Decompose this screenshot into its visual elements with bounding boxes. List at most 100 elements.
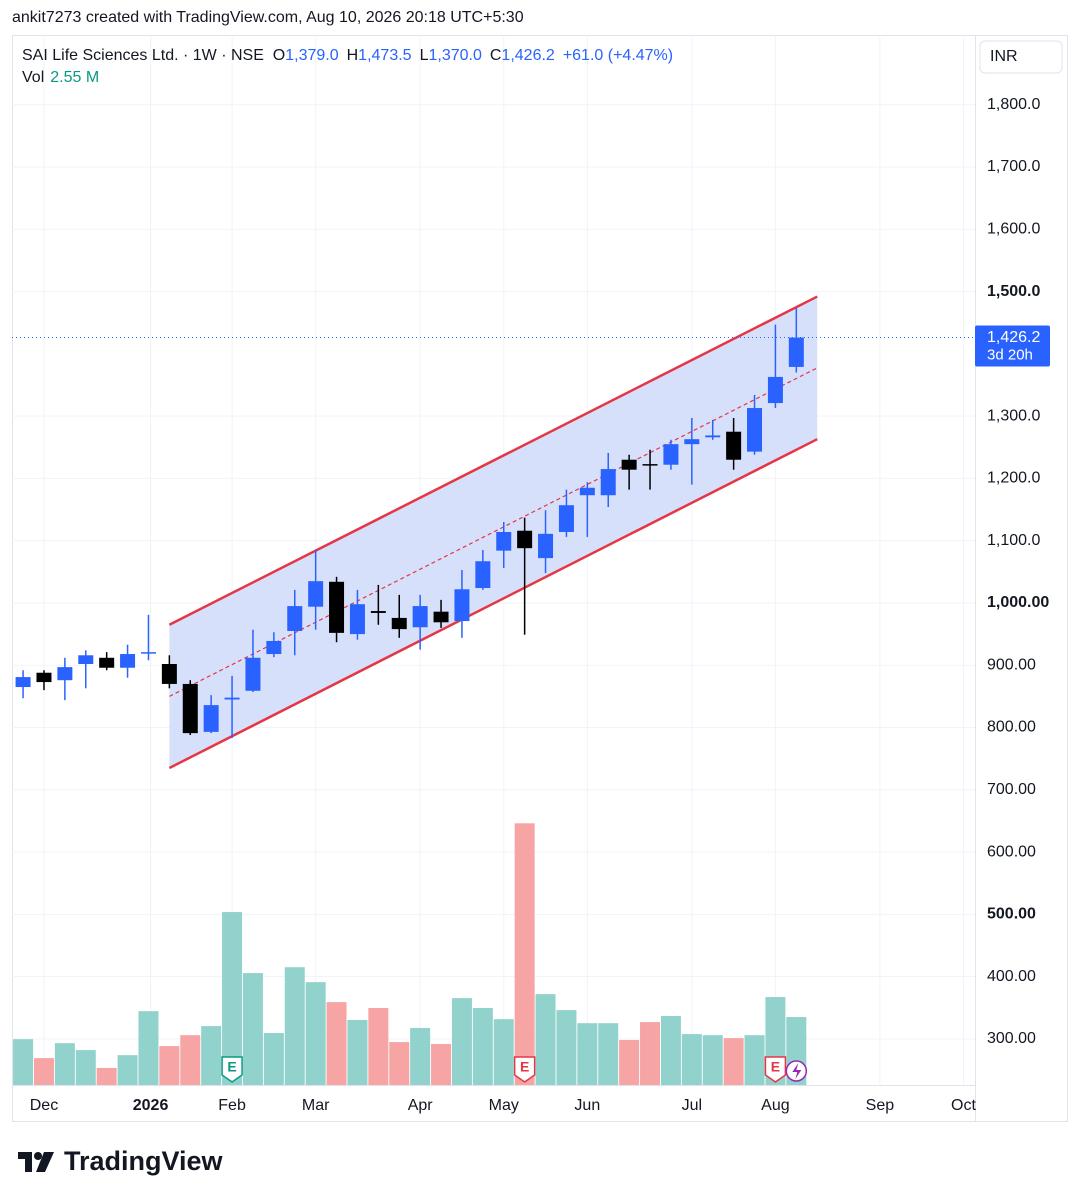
volume-bar — [451, 998, 472, 1085]
y-tick-label: 500.00 — [987, 906, 1036, 923]
y-tick-label: 1,800.0 — [987, 96, 1040, 113]
currency-box[interactable] — [979, 40, 1063, 74]
x-tick-label: Oct — [951, 1097, 976, 1114]
volume-bar — [326, 1002, 347, 1085]
candle-body — [621, 459, 637, 470]
event-label: E — [520, 1059, 529, 1075]
legend-value: 1,370.0 — [428, 47, 482, 64]
event-marker — [513, 1056, 536, 1083]
legend-key: H — [346, 47, 359, 64]
volume-name: Vol — [22, 69, 45, 86]
candle-body — [370, 611, 386, 613]
volume-bar — [117, 1055, 138, 1085]
event-label: E — [771, 1059, 780, 1075]
volume-bar — [13, 1039, 34, 1085]
volume-bar — [33, 1058, 54, 1085]
x-tick-label: May — [489, 1097, 519, 1114]
volume-bar — [431, 1043, 452, 1085]
dividend-bolt — [792, 1063, 802, 1079]
candle-body — [433, 611, 449, 623]
x-tick-label: Jun — [574, 1097, 600, 1114]
volume-bar — [556, 1010, 577, 1085]
candle-body — [15, 677, 31, 688]
candle-body — [663, 444, 679, 465]
candle-body — [412, 606, 428, 628]
volume-bar — [284, 967, 305, 1085]
brand: TradingView — [64, 1146, 223, 1176]
volume-bar — [598, 1023, 619, 1085]
volume-bar — [619, 1039, 640, 1085]
candle-body — [36, 672, 52, 683]
x-tick-label: Apr — [408, 1097, 434, 1114]
candle-body — [140, 652, 156, 654]
volume-bar — [410, 1027, 431, 1085]
volume-bar — [640, 1022, 661, 1085]
candle-body — [266, 640, 282, 655]
volume-bar — [96, 1067, 117, 1085]
volume-bar — [305, 982, 326, 1085]
volume-bar — [535, 994, 556, 1085]
y-tick-label: 1,500.0 — [987, 283, 1040, 300]
candle-body — [496, 531, 512, 551]
volume-value: 2.55 M — [50, 69, 100, 86]
candle-body — [558, 505, 574, 532]
candle-body — [747, 408, 763, 452]
candle-body — [203, 705, 219, 732]
volume-bar — [681, 1034, 702, 1085]
volume-bar — [180, 1035, 201, 1085]
candle-body — [726, 431, 742, 460]
last-price-box — [975, 325, 1050, 367]
last-price-label: 1,426.2 — [987, 329, 1040, 346]
y-tick-label: 1,700.0 — [987, 158, 1040, 175]
candle-body — [120, 654, 136, 668]
legend-value: 1,426.2 — [501, 47, 555, 64]
y-tick-label: 300.00 — [987, 1030, 1036, 1047]
volume-bar — [744, 1035, 765, 1085]
y-tick-label: 1,300.0 — [987, 407, 1040, 424]
candle-body — [245, 657, 261, 691]
footer: TradingView — [18, 1146, 223, 1177]
volume-bar — [577, 1023, 598, 1085]
volume-bar — [514, 823, 535, 1085]
y-tick-label: 700.00 — [987, 781, 1036, 798]
candle-body — [224, 697, 240, 700]
symbol: SAI Life Sciences Ltd. · 1W · NSE — [22, 47, 264, 64]
legend-value: 1,473.5 — [358, 47, 412, 64]
volume-bar — [201, 1026, 222, 1085]
candle-body — [579, 487, 595, 496]
caption: ankit7273 created with TradingView.com, … — [12, 9, 524, 26]
volume-bar — [222, 912, 243, 1085]
channel-line — [168, 438, 818, 770]
volume-bar — [389, 1042, 410, 1085]
event-marker — [764, 1056, 787, 1083]
volume-bar — [347, 1019, 368, 1085]
volume-bar — [159, 1046, 180, 1085]
candle-body — [99, 657, 115, 668]
y-tick-label: 1,200.0 — [987, 470, 1040, 487]
x-tick-label: Aug — [761, 1097, 789, 1114]
volume-bar — [54, 1043, 75, 1085]
candle-body — [57, 667, 73, 681]
candle-body — [600, 469, 616, 496]
volume-bar — [242, 973, 263, 1085]
candle-body — [475, 561, 491, 589]
candle-body — [287, 606, 303, 631]
candle-body — [788, 337, 804, 367]
volume-bar — [472, 1007, 493, 1085]
x-tick-label: Feb — [218, 1097, 246, 1114]
candle-body — [349, 604, 365, 635]
legend-row: SAI Life Sciences Ltd. · 1W · NSE O1,379… — [22, 45, 681, 67]
y-tick-label: 400.00 — [987, 968, 1036, 985]
volume-bar — [493, 1019, 514, 1085]
candle-body — [391, 617, 407, 630]
candle-body — [538, 533, 554, 559]
volume-bar — [75, 1050, 96, 1085]
countdown-label: 3d 20h — [987, 347, 1033, 364]
legend-key: L — [419, 47, 429, 64]
x-tick-label: 2026 — [133, 1097, 169, 1114]
volume-bar — [723, 1038, 744, 1085]
candle-body — [454, 589, 470, 622]
x-tick-label: Mar — [302, 1097, 330, 1114]
